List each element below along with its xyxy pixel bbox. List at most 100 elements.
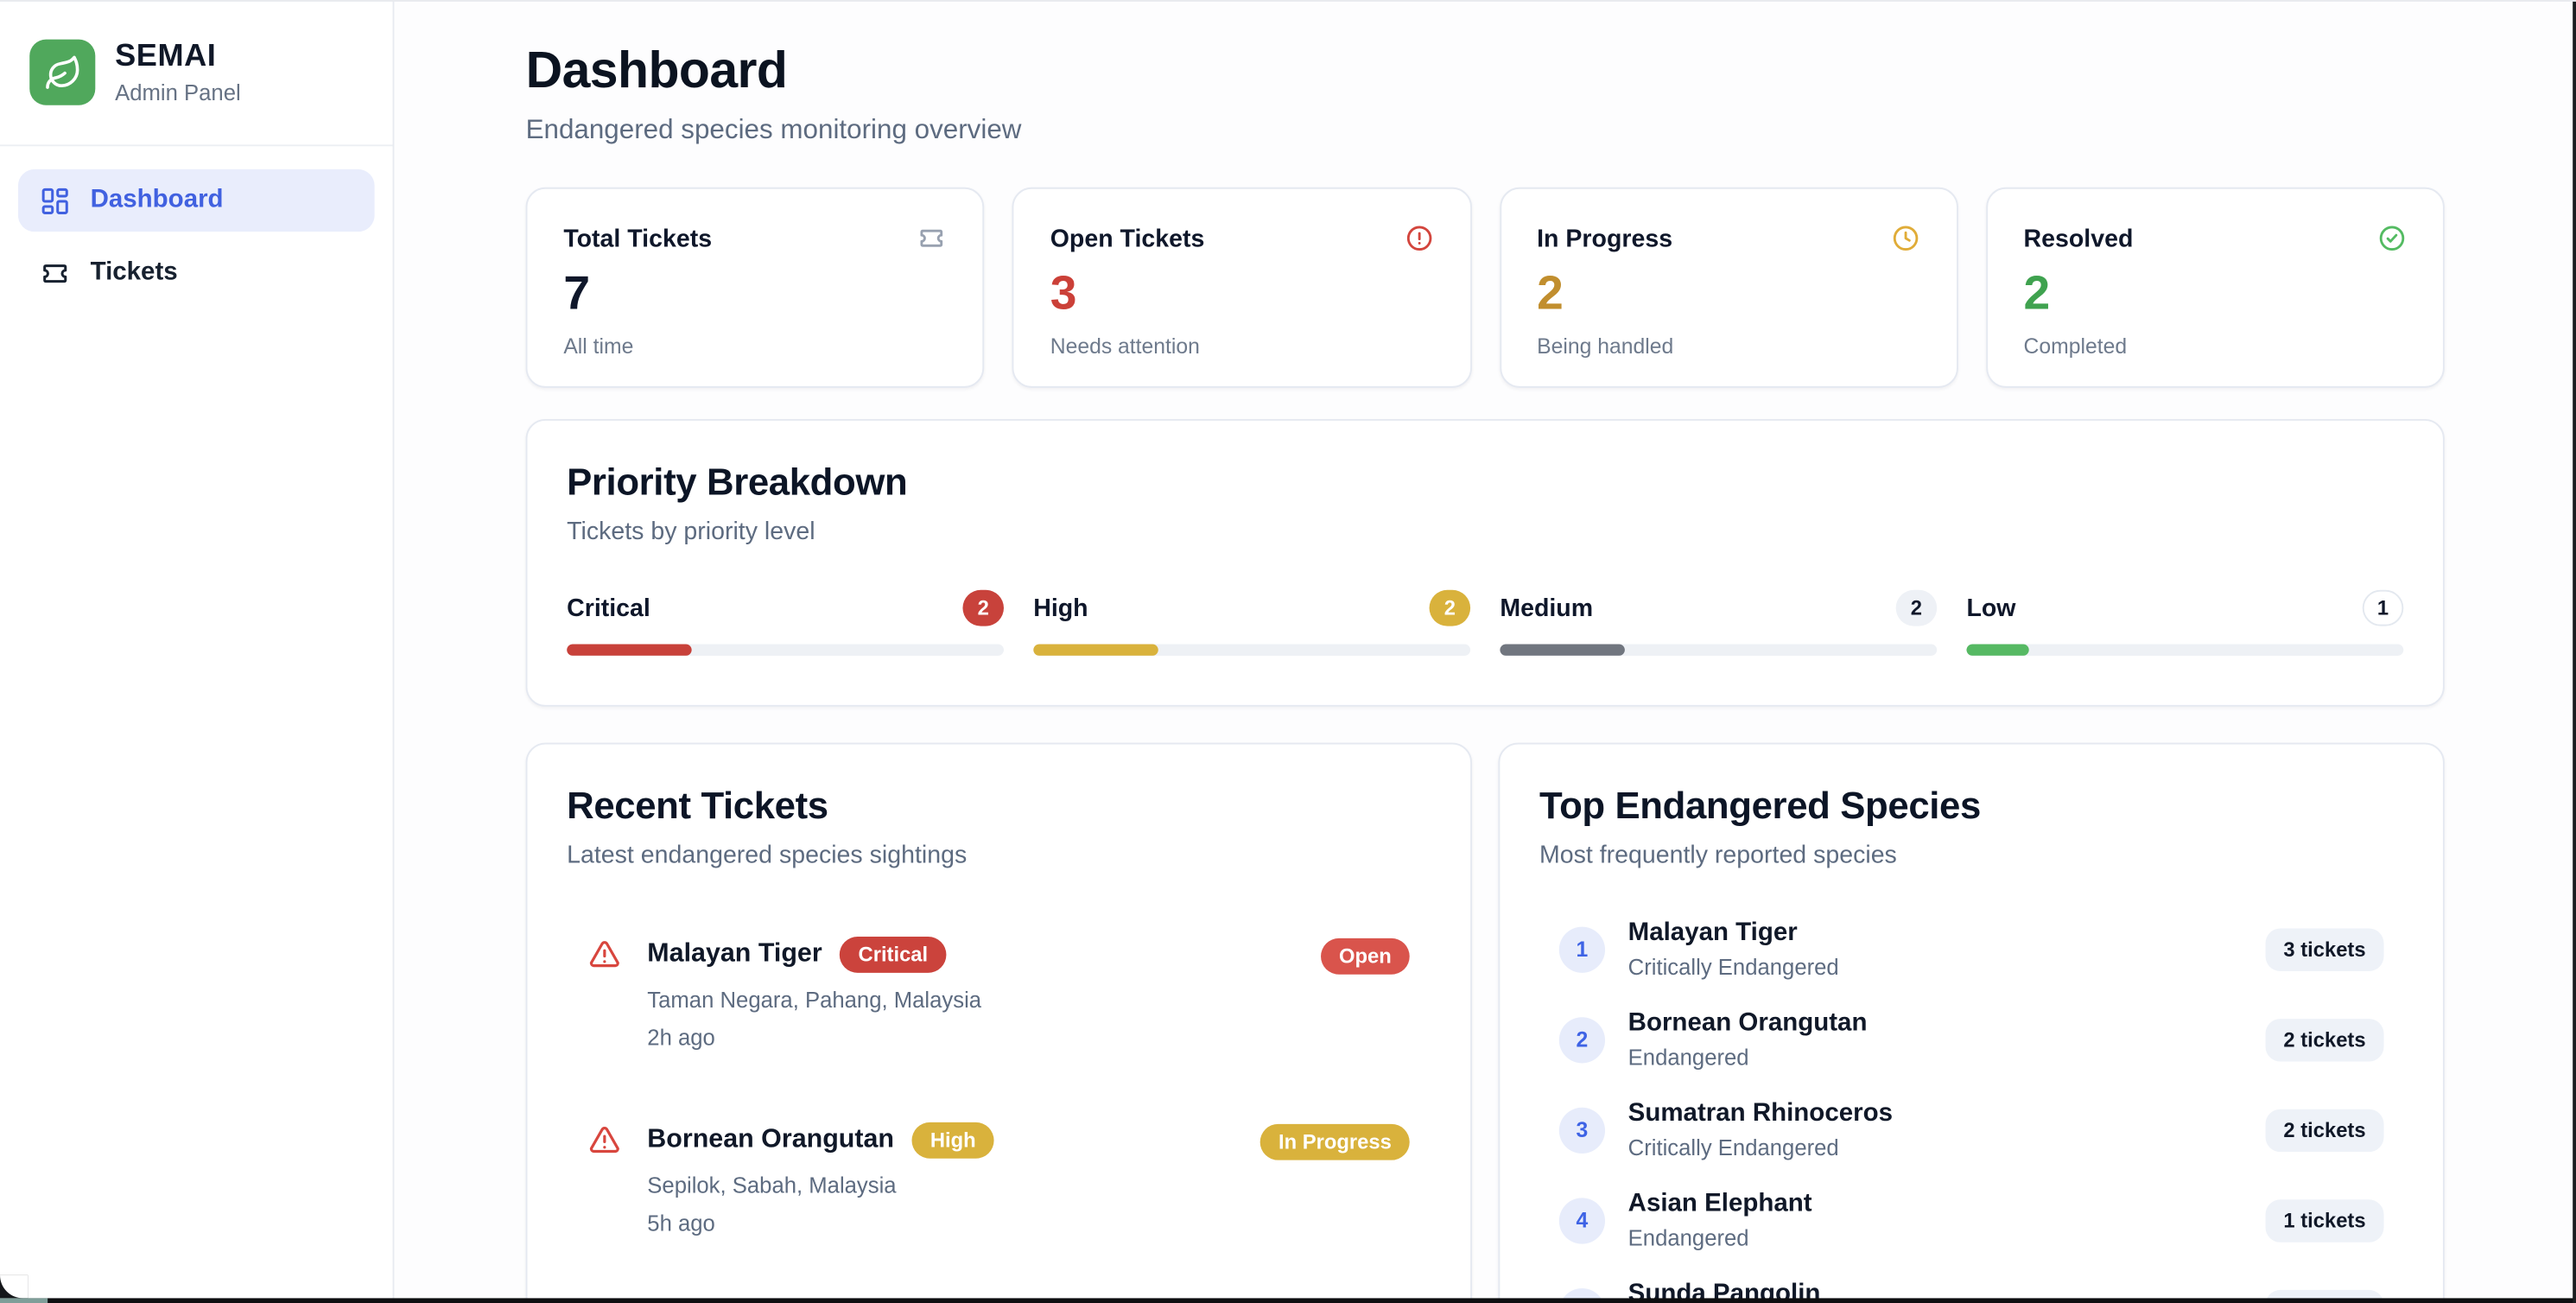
priority-grid: Critical 2 High 2 [567,589,2404,656]
rank-badge: 1 [1558,925,1606,972]
clock-icon [1893,226,1918,251]
stat-card-resolved: Resolved 2 Completed [1985,187,2445,388]
tickets-list: Malayan Tiger Critical Taman Negara, Pah… [567,909,1431,1303]
brand: SEMAI Admin Panel [0,0,393,147]
sidebar-item-label: Tickets [90,257,178,286]
ticket-name: Bornean Orangutan [647,1125,895,1154]
species-list: 1 Malayan Tiger Critically Endangered 3 … [1539,904,2403,1303]
priority-count-badge: 1 [2362,589,2404,626]
ticket-count-badge: 2 tickets [2265,1018,2384,1061]
progress-fill [567,644,692,656]
progress-fill [1033,644,1158,656]
check-circle-icon [2379,226,2405,251]
ticket-time: 2h ago [647,1025,715,1051]
stat-label: Open Tickets [1050,224,1205,252]
alert-triangle-icon [588,938,621,1050]
species-row-sumatran-rhinoceros[interactable]: 3 Sumatran Rhinoceros Critically Endange… [1558,1084,2384,1175]
sidebar-nav: Dashboard Tickets [0,146,393,337]
species-row-malayan-tiger[interactable]: 1 Malayan Tiger Critically Endangered 3 … [1558,904,2384,995]
brand-logo [29,39,96,105]
stat-caption: Being handled [1537,334,1674,359]
priority-title: Priority Breakdown [567,460,908,503]
status-badge: In Progress [1260,1123,1410,1160]
stat-label: Total Tickets [563,224,713,252]
ticket-count-badge: 2 tickets [2265,1108,2384,1152]
bottom-edge-accent [0,1298,48,1303]
stat-value: 3 [1050,267,1077,321]
priority-label: Medium [1500,594,1594,622]
ticket-count-badge: 1 tickets [2265,1198,2384,1242]
species-status: Endangered [1627,1045,1749,1071]
species-status: Endangered [1627,1225,1749,1251]
priority-count-badge: 2 [1429,589,1471,626]
stat-value: 7 [563,267,591,321]
stat-label: Resolved [2023,224,2134,252]
priority-badge: High [911,1122,994,1159]
progress-track [567,644,1004,656]
stat-card-total-tickets: Total Tickets 7 All time [525,187,985,388]
sidebar-item-tickets[interactable]: Tickets [18,242,375,304]
priority-label: High [1033,594,1088,622]
species-name: Malayan Tiger [1627,918,1798,947]
stat-card-in-progress: In Progress 2 Being handled [1499,187,1958,388]
priority-breakdown-card: Priority Breakdown Tickets by priority l… [525,418,2445,707]
rank-badge: 2 [1558,1016,1606,1063]
species-row-bornean-orangutan[interactable]: 2 Bornean Orangutan Endangered 2 tickets [1558,995,2384,1085]
progress-fill [1966,644,2029,656]
ticket-time: 5h ago [647,1211,715,1236]
brand-name: SEMAI [115,39,217,74]
alert-circle-icon [1405,226,1431,251]
sidebar: SEMAI Admin Panel Dashboard Tickets [0,0,395,1303]
stat-caption: All time [563,334,634,359]
species-status: Critically Endangered [1627,1135,1839,1160]
priority-column-low: Low 1 [1966,589,2404,656]
species-name: Asian Elephant [1627,1189,1812,1218]
top-species-card: Top Endangered Species Most frequently r… [1498,742,2445,1303]
priority-badge: Critical [840,937,947,973]
page-title: Dashboard [525,41,788,99]
brand-subtitle: Admin Panel [115,80,241,105]
ticket-row-malayan-tiger[interactable]: Malayan Tiger Critical Taman Negara, Pah… [588,909,1410,1095]
ticket-icon [920,229,943,247]
stat-caption: Needs attention [1050,334,1200,359]
species-name: Sumatran Rhinoceros [1627,1099,1893,1128]
priority-column-critical: Critical 2 [567,589,1004,656]
status-badge: Open [1321,938,1410,975]
stat-label: In Progress [1537,224,1673,252]
ticket-row-bornean-orangutan[interactable]: Bornean Orangutan High Sepilok, Sabah, M… [588,1095,1410,1281]
stat-caption: Completed [2023,334,2128,359]
rank-badge: 3 [1558,1106,1606,1154]
stat-card-open-tickets: Open Tickets 3 Needs attention [1012,187,1472,388]
layout-dashboard-icon [41,187,68,214]
top-species-subtitle: Most frequently reported species [1539,841,1897,870]
main-content: Dashboard Endangered species monitoring … [394,0,2576,1303]
recent-tickets-card: Recent Tickets Latest endangered species… [525,742,1473,1303]
priority-count-badge: 2 [962,589,1004,626]
priority-label: Critical [567,594,650,622]
ticket-name: Malayan Tiger [647,939,822,969]
window-top-border [0,0,2576,2]
recent-tickets-title: Recent Tickets [567,784,828,827]
rank-badge: 4 [1558,1197,1606,1243]
ticket-location: Sepilok, Sabah, Malaysia [647,1173,897,1198]
progress-track [1966,644,2404,656]
priority-column-high: High 2 [1033,589,1471,656]
right-edge-bar [2572,0,2576,1303]
species-status: Critically Endangered [1627,954,1839,980]
species-row-asian-elephant[interactable]: 4 Asian Elephant Endangered 1 tickets [1558,1175,2384,1266]
stat-value: 2 [2023,267,2051,321]
sidebar-item-dashboard[interactable]: Dashboard [17,168,375,232]
sidebar-item-label: Dashboard [90,185,224,214]
progress-fill [1500,644,1625,656]
ticket-count-badge: 3 tickets [2265,927,2384,971]
progress-track [1033,644,1471,656]
top-species-title: Top Endangered Species [1539,784,1981,827]
species-name: Bornean Orangutan [1627,1008,1868,1038]
ticket-location: Taman Negara, Pahang, Malaysia [647,987,982,1013]
alert-triangle-icon [588,1124,621,1236]
stat-value: 2 [1537,267,1564,321]
recent-tickets-subtitle: Latest endangered species sightings [567,841,968,870]
leaf-icon [45,54,79,88]
priority-label: Low [1966,594,2016,622]
